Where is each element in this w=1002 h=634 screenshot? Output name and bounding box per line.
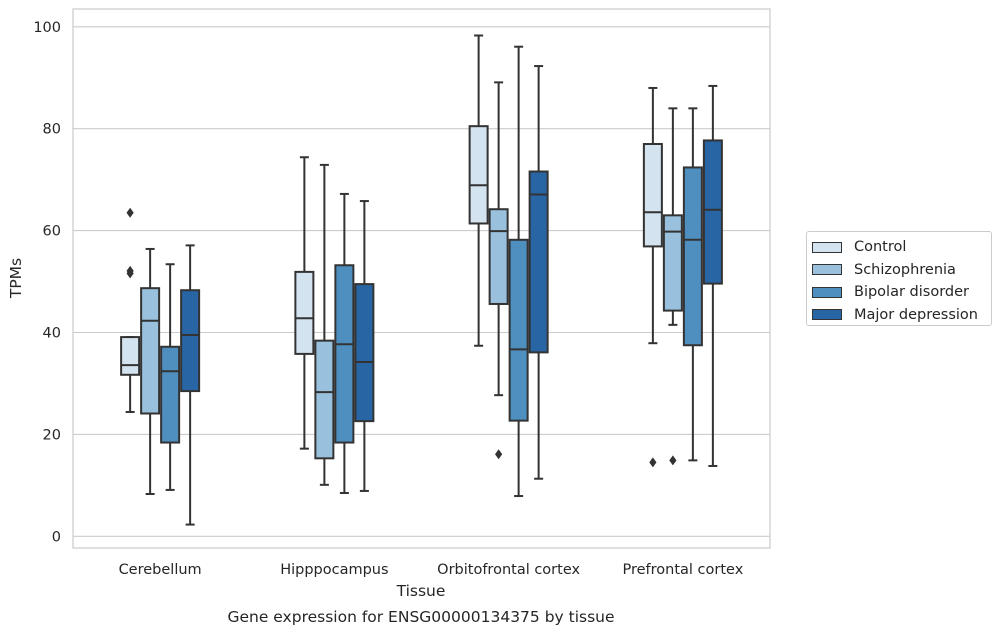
box-body bbox=[468, 125, 489, 225]
plot-frame bbox=[72, 8, 771, 549]
box-major-depression bbox=[702, 84, 723, 467]
box-schizophrenia bbox=[488, 81, 509, 460]
box-major-depression bbox=[528, 65, 549, 480]
box-schizophrenia bbox=[314, 163, 335, 486]
box-body bbox=[160, 345, 181, 444]
legend-label: Major depression bbox=[854, 306, 978, 323]
legend-item: Major depression bbox=[812, 304, 991, 327]
legend: Control Schizophrenia Bipolar disorder Majo… bbox=[806, 231, 992, 326]
box-bipolar-disorder bbox=[508, 45, 529, 498]
box-body bbox=[354, 283, 375, 423]
box-body bbox=[488, 208, 509, 305]
legend-swatch bbox=[812, 241, 842, 253]
legend-label: Schizophrenia bbox=[854, 261, 956, 278]
y-tick-label: 20 bbox=[43, 427, 61, 443]
box-body bbox=[120, 336, 141, 376]
box-major-depression bbox=[180, 244, 201, 526]
box-body bbox=[508, 238, 529, 422]
legend-swatch bbox=[812, 286, 842, 298]
box-body bbox=[662, 214, 683, 312]
y-tick-label: 80 bbox=[43, 122, 61, 138]
legend-label: Bipolar disorder bbox=[854, 284, 969, 301]
box-major-depression bbox=[354, 200, 375, 492]
outlier-point bbox=[126, 268, 134, 279]
y-axis-label: TPMs bbox=[7, 258, 25, 299]
box-body bbox=[702, 139, 723, 285]
box-bipolar-disorder bbox=[334, 192, 355, 494]
box-body bbox=[334, 264, 355, 444]
box-bipolar-disorder bbox=[682, 107, 703, 462]
box-body bbox=[180, 289, 201, 393]
legend-label: Control bbox=[854, 239, 907, 256]
y-tick-label: 100 bbox=[33, 20, 61, 36]
box-body bbox=[682, 166, 703, 347]
outlier-point bbox=[649, 457, 657, 468]
box-control bbox=[642, 86, 663, 468]
x-tick-labels: Cerebellum Hipppocampus Orbitofrontal cort… bbox=[119, 562, 744, 578]
box-schizophrenia bbox=[140, 247, 161, 495]
legend-item: Schizophrenia bbox=[812, 259, 991, 282]
box-control bbox=[468, 34, 489, 347]
outlier-point bbox=[669, 455, 677, 466]
box-series bbox=[120, 34, 723, 526]
x-tick-label: Cerebellum bbox=[119, 562, 202, 578]
box-body bbox=[314, 339, 335, 460]
box-schizophrenia bbox=[662, 107, 683, 466]
y-tick-label: 40 bbox=[43, 326, 61, 342]
y-tick-labels: 0 20 40 60 80 100 bbox=[33, 20, 61, 545]
x-tick-label: Hipppocampus bbox=[280, 562, 388, 578]
chart-title: Gene expression for ENSG00000134375 by t… bbox=[227, 608, 614, 626]
box-body bbox=[528, 170, 549, 354]
outlier-point bbox=[126, 207, 134, 218]
box-body bbox=[140, 287, 161, 415]
legend-swatch bbox=[812, 309, 842, 321]
legend-item: Bipolar disorder bbox=[812, 281, 991, 304]
x-tick-label: Orbitofrontal cortex bbox=[437, 562, 580, 578]
x-axis-label: Tissue bbox=[396, 582, 446, 600]
outlier-point bbox=[495, 449, 503, 460]
box-body bbox=[642, 143, 663, 248]
y-tick-label: 60 bbox=[43, 224, 61, 240]
legend-swatch bbox=[812, 264, 842, 276]
x-tick-label: Prefrontal cortex bbox=[622, 562, 743, 578]
box-control bbox=[294, 156, 315, 450]
legend-item: Control bbox=[812, 236, 991, 259]
box-body bbox=[294, 270, 315, 355]
box-control bbox=[120, 207, 141, 413]
box-bipolar-disorder bbox=[160, 263, 181, 491]
y-tick-label: 0 bbox=[52, 529, 61, 545]
